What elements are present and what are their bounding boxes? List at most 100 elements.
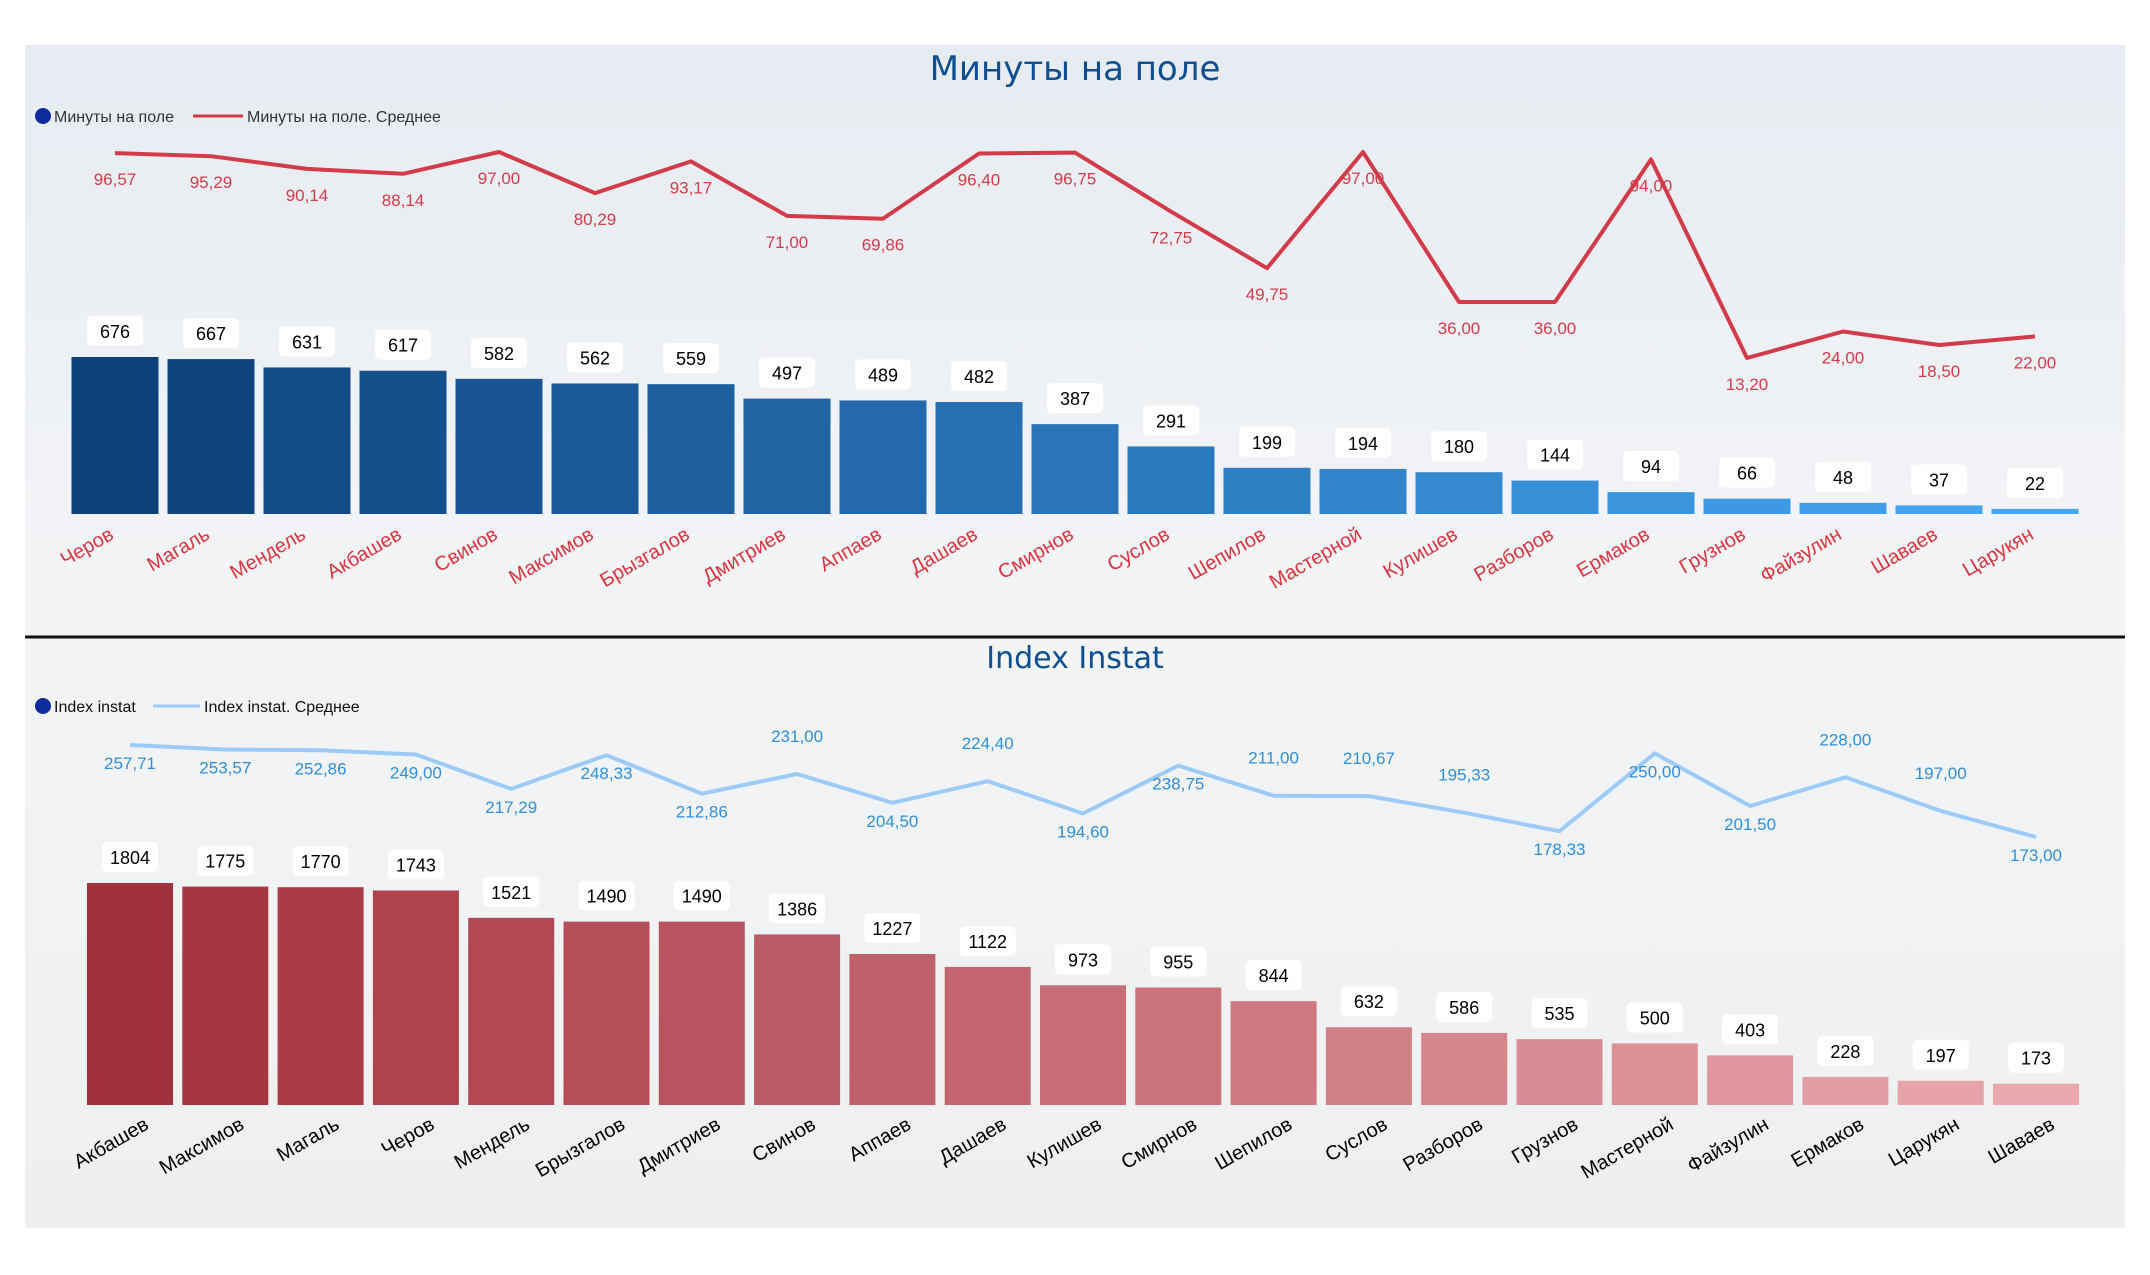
instat-average-label: 197,00	[1915, 764, 1967, 783]
instat-value-label-bg	[483, 876, 540, 907]
minutes-bar	[1415, 472, 1503, 514]
minutes-average-label: 36,00	[1438, 319, 1481, 338]
instat-average-label: 248,33	[581, 764, 633, 783]
instat-bar	[849, 954, 936, 1105]
minutes-bar	[1703, 498, 1791, 514]
minutes-average-label: 96,57	[94, 170, 137, 189]
minutes-value-label: 37	[1929, 470, 1949, 490]
instat-average-label: 201,50	[1724, 815, 1776, 834]
minutes-value-label: 582	[484, 344, 514, 364]
minutes-value-label-bg	[1527, 439, 1583, 470]
instat-average-label: 204,50	[866, 812, 918, 831]
minutes-value-label-bg	[1431, 431, 1487, 462]
minutes-value-label-bg	[567, 342, 623, 373]
instat-average-label: 210,67	[1343, 749, 1395, 768]
minutes-value-label-bg	[663, 343, 719, 374]
minutes-average-label: 97,00	[1342, 169, 1385, 188]
minutes-value-label: 489	[868, 365, 898, 385]
instat-bar	[1993, 1083, 2079, 1105]
minutes-bar	[647, 384, 735, 514]
minutes-bar	[1895, 505, 1983, 514]
minutes-value-label-bg	[87, 316, 143, 346]
minutes-legend-bar-label: Минуты на поле	[54, 109, 174, 126]
instat-value-label-bg	[197, 845, 254, 876]
minutes-average-label: 90,14	[286, 186, 329, 205]
minutes-bar	[455, 378, 543, 514]
minutes-average-label: 80,29	[574, 210, 617, 229]
minutes-value-label: 617	[388, 336, 418, 356]
instat-value-label-bg	[1436, 991, 1493, 1022]
instat-bar	[1802, 1076, 1889, 1105]
minutes-value-label: 562	[580, 348, 610, 368]
minutes-chart-title: Минуты на поле	[930, 49, 1221, 89]
instat-bar	[1230, 1001, 1317, 1105]
instat-average-label: 253,57	[199, 758, 251, 777]
instat-average-label: 250,00	[1629, 762, 1681, 781]
minutes-value-label: 22	[2025, 474, 2045, 494]
minutes-bar	[359, 370, 447, 514]
instat-average-label: 194,60	[1057, 823, 1109, 842]
instat-legend-line-label: Index instat. Среднее	[204, 699, 360, 716]
instat-value-label: 844	[1259, 966, 1289, 986]
minutes-bar	[1991, 508, 2079, 514]
instat-bar	[1611, 1043, 1698, 1105]
instat-legend-bar-marker	[35, 698, 51, 714]
instat-legend-bar-label: Index instat	[54, 699, 136, 716]
minutes-average-label: 96,75	[1054, 170, 1097, 189]
instat-value-label: 1386	[777, 899, 817, 919]
instat-average-label: 257,71	[104, 754, 156, 773]
instat-bar	[1421, 1032, 1508, 1105]
minutes-bar	[1799, 502, 1887, 514]
minutes-value-label-bg	[183, 318, 239, 349]
minutes-value-label-bg	[1719, 457, 1775, 488]
instat-average-line	[129, 743, 2037, 839]
minutes-value-label: 291	[1156, 411, 1186, 431]
instat-value-label: 1227	[872, 919, 912, 939]
instat-value-label-bg	[673, 880, 730, 911]
instat-value-label: 1521	[491, 883, 531, 903]
instat-bar	[1897, 1080, 1984, 1105]
instat-bar	[944, 966, 1031, 1105]
instat-average-label: 217,29	[485, 798, 537, 817]
instat-bar	[563, 921, 650, 1105]
minutes-value-label-bg	[279, 326, 335, 357]
instat-value-label-bg	[1340, 986, 1397, 1017]
instat-value-label: 1804	[110, 848, 150, 868]
instat-value-label: 173	[2021, 1049, 2051, 1069]
minutes-bar	[743, 398, 831, 514]
instat-average-label: 173,00	[2010, 846, 2062, 865]
instat-bar	[468, 917, 555, 1105]
instat-bar	[1325, 1027, 1412, 1105]
minutes-legend: Минуты на поле Минуты на поле. Среднее	[35, 108, 441, 126]
instat-average-label: 211,00	[1248, 749, 1299, 768]
minutes-average-label: 71,00	[766, 233, 809, 252]
minutes-bar	[263, 367, 351, 514]
minutes-value-label-bg	[1335, 427, 1391, 458]
instat-bar	[1135, 987, 1222, 1105]
minutes-value-label: 497	[772, 364, 802, 384]
instat-bar	[372, 890, 459, 1105]
minutes-value-label-bg	[375, 329, 431, 360]
minutes-bar	[1127, 446, 1215, 514]
minutes-value-label: 631	[292, 332, 322, 352]
instat-value-label: 228	[1830, 1042, 1860, 1062]
instat-bar	[277, 887, 364, 1105]
instat-value-label: 1490	[682, 887, 722, 907]
instat-value-label-bg	[102, 842, 158, 872]
minutes-value-label-bg	[2007, 467, 2063, 498]
instat-chart: Index Instat Index instat Index instat. …	[35, 641, 2079, 1184]
minutes-bar	[1031, 424, 1119, 514]
minutes-bar	[71, 357, 159, 514]
minutes-bar	[1319, 468, 1407, 514]
instat-value-label-bg	[292, 846, 349, 877]
minutes-bar	[551, 383, 639, 514]
instat-value-label: 403	[1735, 1020, 1765, 1040]
instat-bar	[1707, 1055, 1794, 1105]
minutes-value-label-bg	[1239, 426, 1295, 457]
instat-bar	[1040, 985, 1126, 1105]
instat-average-label: 195,33	[1438, 766, 1490, 785]
instat-value-label: 1770	[301, 852, 341, 872]
instat-chart-title: Index Instat	[986, 641, 1164, 676]
instat-bar	[658, 921, 745, 1105]
